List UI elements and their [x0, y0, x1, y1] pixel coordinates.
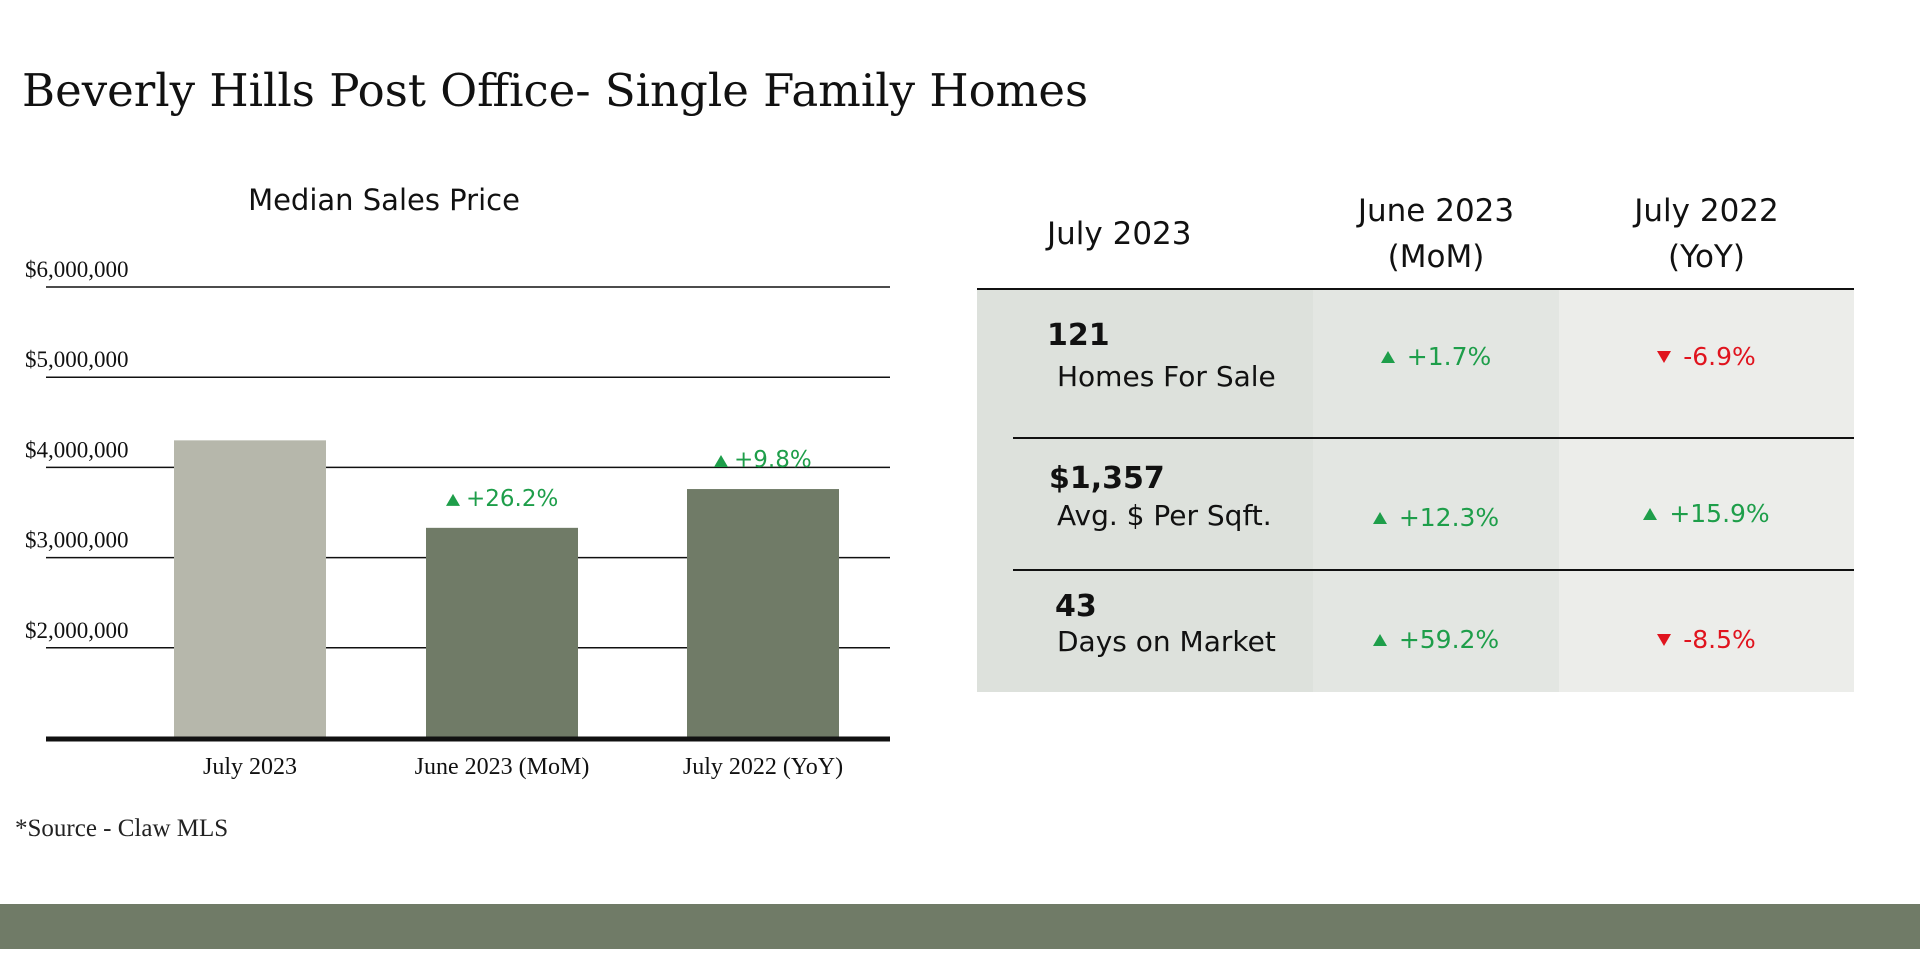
bar [426, 527, 578, 738]
row-value: $1,357 [1049, 461, 1165, 496]
trend-arrow-icon [1643, 507, 1658, 520]
trend-arrow-icon [1657, 350, 1672, 363]
x-tick-label: July 2023 [203, 754, 297, 780]
mom-change: +59.2% [1313, 625, 1559, 654]
y-tick-label: $5,000,000 [25, 347, 129, 372]
y-tick-label: $2,000,000 [25, 618, 129, 643]
col-bg-mom [1313, 290, 1559, 692]
trend-arrow-icon [1380, 350, 1395, 363]
header-june-2023-mom: June 2023 (MoM) [1357, 192, 1515, 276]
row-divider [1013, 569, 1854, 571]
table-row-avg-per-sqft: $1,357 Avg. $ Per Sqft. +12.3% +15.9% [977, 439, 1854, 569]
table-row-homes-for-sale: 121 Homes For Sale +1.7% -6.9% [977, 290, 1854, 437]
mom-change-value: +1.7% [1406, 342, 1492, 371]
bar-annotation-label: +26.2% [466, 486, 558, 512]
trend-arrow-icon [1372, 511, 1387, 524]
source-note: *Source - Claw MLS [15, 815, 229, 842]
chart-title: Median Sales Price [248, 183, 520, 217]
row-label: Days on Market [1057, 625, 1276, 658]
header-july-2022-yoy: July 2022 (YoY) [1634, 192, 1779, 276]
yoy-change: -8.5% [1559, 625, 1854, 654]
y-tick-label: $3,000,000 [25, 528, 129, 553]
bar-annotation-label: +9.8% [734, 447, 812, 473]
trend-arrow-icon [1372, 633, 1387, 646]
trend-arrow-icon [446, 493, 460, 506]
yoy-change: +15.9% [1559, 499, 1854, 528]
row-label: Avg. $ Per Sqft. [1057, 499, 1272, 532]
mom-change: +1.7% [1313, 342, 1559, 371]
stats-table: July 2023 June 2023 (MoM) July 2022 (YoY… [977, 180, 1854, 692]
page-title: Beverly Hills Post Office- Single Family… [22, 64, 1089, 117]
row-label: Homes For Sale [1057, 360, 1276, 393]
trend-arrow-icon [714, 455, 728, 468]
bar [174, 440, 326, 738]
mom-change: +12.3% [1313, 503, 1559, 532]
header-july-2023: July 2023 [1047, 215, 1192, 252]
yoy-change-value: +15.9% [1669, 499, 1770, 528]
table-row-days-on-market: 43 Days on Market +59.2% -8.5% [977, 571, 1854, 692]
col-bg-current [977, 290, 1313, 692]
mom-change-value: +59.2% [1398, 625, 1500, 654]
bar [687, 489, 839, 738]
yoy-change-value: -8.5% [1683, 625, 1756, 654]
bar-annotation: +26.2% [446, 486, 558, 512]
median-sales-price-chart: Median Sales Price $6,000,000 $5,000,000 $4… [25, 183, 890, 780]
header-divider [977, 288, 1854, 290]
footer-band [0, 904, 1920, 949]
trend-arrow-icon [1657, 633, 1672, 646]
y-tick-label: $4,000,000 [25, 437, 129, 462]
mom-change-value: +12.3% [1398, 503, 1500, 532]
row-value: 43 [1055, 589, 1097, 624]
yoy-change: -6.9% [1559, 342, 1854, 371]
bar-annotation: +9.8% [714, 447, 812, 473]
row-value: 121 [1047, 318, 1110, 353]
col-bg-yoy [1559, 290, 1854, 692]
y-tick-label: $6,000,000 [25, 257, 129, 282]
row-divider [1013, 437, 1854, 439]
yoy-change-value: -6.9% [1683, 342, 1756, 371]
x-tick-label: July 2022 (YoY) [683, 754, 843, 780]
x-tick-label: June 2023 (MoM) [415, 754, 590, 780]
